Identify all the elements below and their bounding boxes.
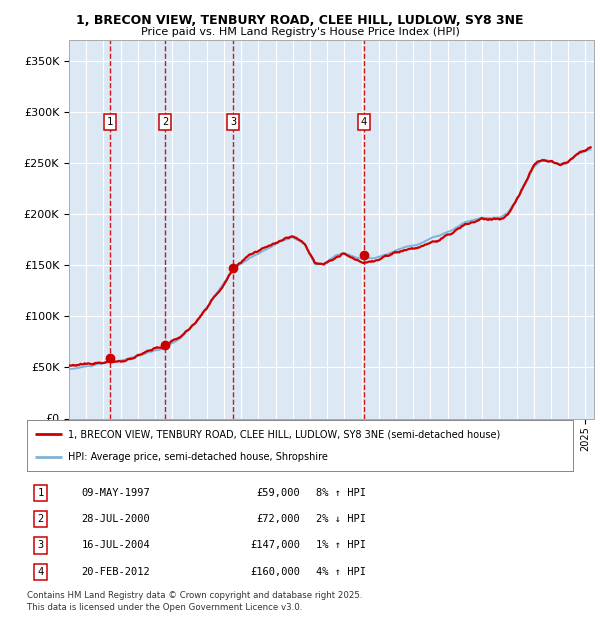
Text: 1: 1: [38, 488, 44, 498]
Text: 20-FEB-2012: 20-FEB-2012: [82, 567, 151, 577]
Text: £160,000: £160,000: [250, 567, 300, 577]
Text: £72,000: £72,000: [256, 514, 300, 524]
Text: £147,000: £147,000: [250, 541, 300, 551]
Text: 3: 3: [38, 541, 44, 551]
Text: 8% ↑ HPI: 8% ↑ HPI: [316, 488, 367, 498]
Text: 1, BRECON VIEW, TENBURY ROAD, CLEE HILL, LUDLOW, SY8 3NE: 1, BRECON VIEW, TENBURY ROAD, CLEE HILL,…: [76, 14, 524, 27]
Text: 1% ↑ HPI: 1% ↑ HPI: [316, 541, 367, 551]
Text: 28-JUL-2000: 28-JUL-2000: [82, 514, 151, 524]
Text: HPI: Average price, semi-detached house, Shropshire: HPI: Average price, semi-detached house,…: [68, 453, 328, 463]
Text: 1, BRECON VIEW, TENBURY ROAD, CLEE HILL, LUDLOW, SY8 3NE (semi-detached house): 1, BRECON VIEW, TENBURY ROAD, CLEE HILL,…: [68, 429, 500, 439]
Text: 2: 2: [38, 514, 44, 524]
Text: 16-JUL-2004: 16-JUL-2004: [82, 541, 151, 551]
Text: This data is licensed under the Open Government Licence v3.0.: This data is licensed under the Open Gov…: [27, 603, 302, 612]
Text: 4: 4: [361, 117, 367, 127]
Text: £59,000: £59,000: [256, 488, 300, 498]
Text: Contains HM Land Registry data © Crown copyright and database right 2025.: Contains HM Land Registry data © Crown c…: [27, 591, 362, 601]
Text: 2: 2: [162, 117, 168, 127]
Text: 4: 4: [38, 567, 44, 577]
Text: 1: 1: [106, 117, 113, 127]
Text: 2% ↓ HPI: 2% ↓ HPI: [316, 514, 367, 524]
Text: 09-MAY-1997: 09-MAY-1997: [82, 488, 151, 498]
Text: Price paid vs. HM Land Registry's House Price Index (HPI): Price paid vs. HM Land Registry's House …: [140, 27, 460, 37]
Text: 3: 3: [230, 117, 236, 127]
Text: 4% ↑ HPI: 4% ↑ HPI: [316, 567, 367, 577]
